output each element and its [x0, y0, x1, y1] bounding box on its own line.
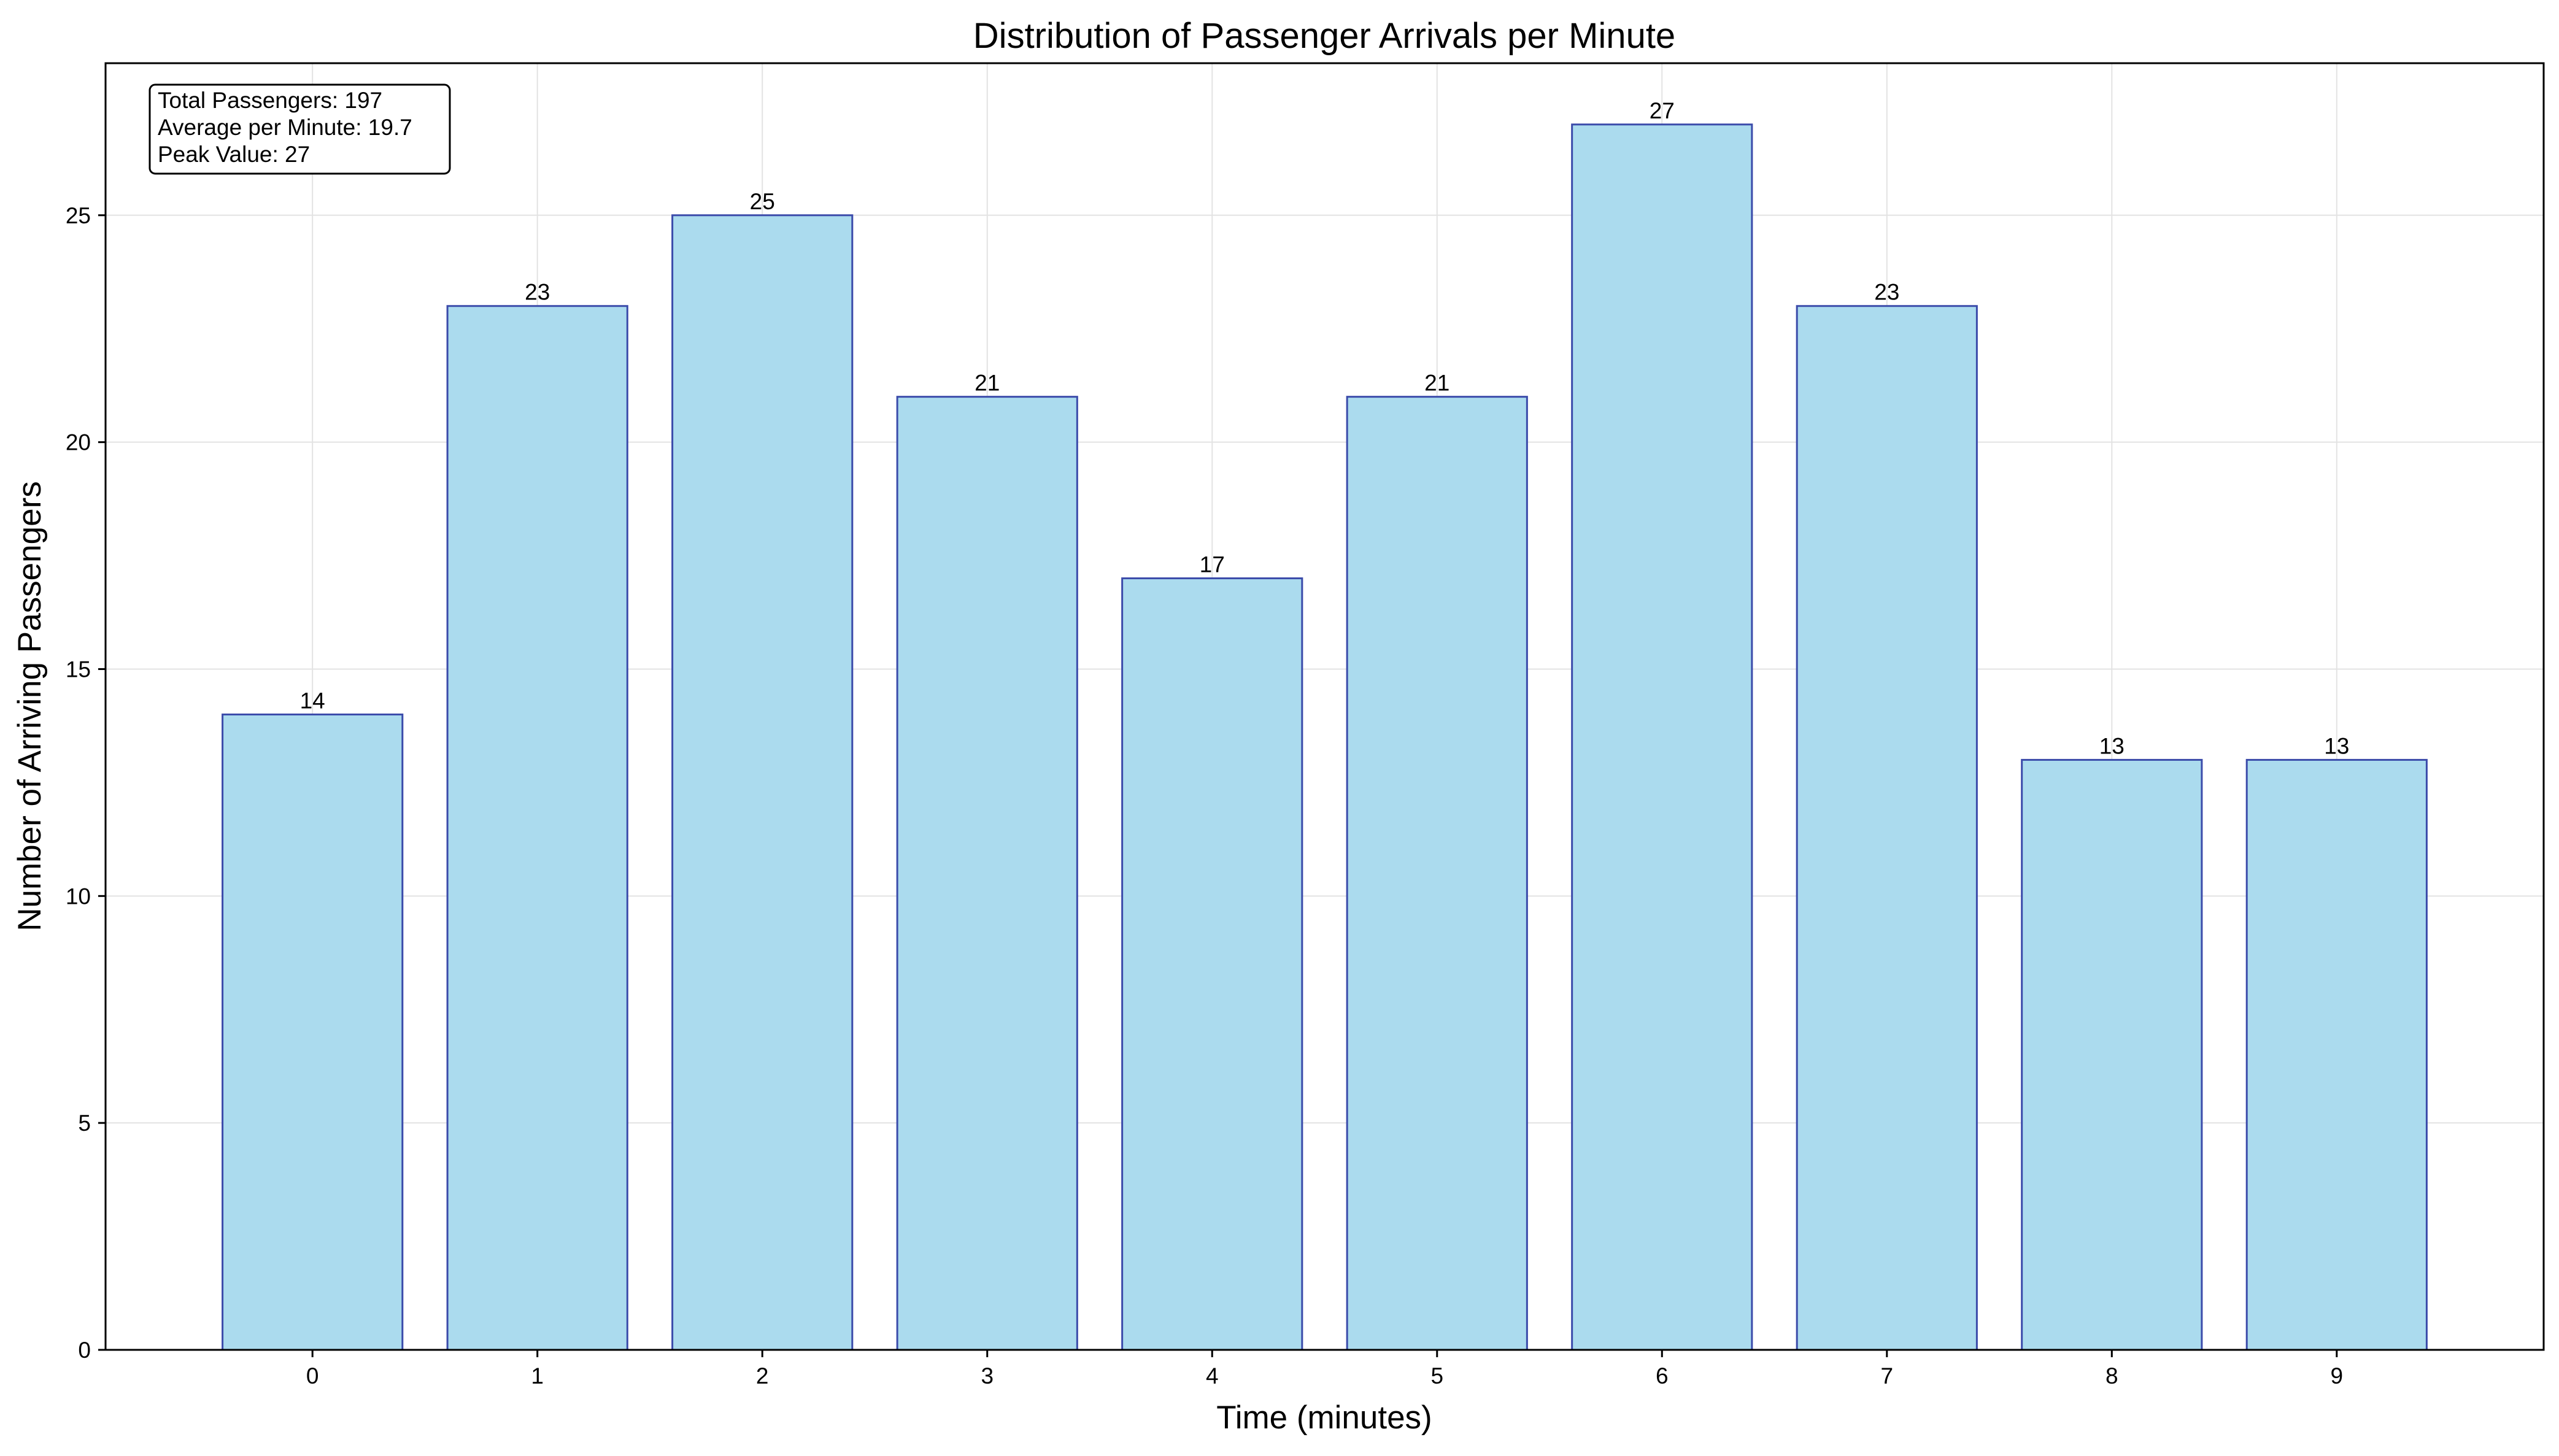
y-tick-label: 5 [78, 1111, 91, 1136]
y-tick-label: 10 [66, 884, 91, 909]
chart-title: Distribution of Passenger Arrivals per M… [973, 16, 1675, 56]
bar-value-label: 13 [2324, 733, 2349, 758]
x-tick-label: 5 [1430, 1363, 1443, 1389]
bars [222, 123, 2428, 1351]
bar-minute-3 [896, 396, 1078, 1351]
bar-value-label: 21 [975, 371, 1000, 396]
bar-value-label: 23 [525, 280, 550, 305]
y-tick-label: 0 [78, 1338, 91, 1363]
bar-value-label: 14 [300, 688, 325, 713]
bar-minute-2 [671, 214, 854, 1351]
bar-value-label: 13 [2099, 733, 2125, 758]
bar-minute-0 [222, 713, 404, 1351]
bar-minute-1 [446, 305, 628, 1351]
x-tick-label: 3 [981, 1363, 994, 1389]
bar-minute-8 [2021, 758, 2203, 1351]
stats-box: Total Passengers: 197 Average per Minute… [149, 83, 451, 175]
y-tick-label: 25 [66, 203, 91, 228]
stats-average-per-minute: Average per Minute: 19.7 [158, 115, 412, 140]
bar-minute-7 [1796, 305, 1978, 1351]
bar-minute-4 [1121, 577, 1303, 1351]
bar-value-labels: 14 23 25 21 17 21 27 23 13 13 [300, 98, 2350, 759]
stats-peak-value: Peak Value: 27 [158, 142, 310, 167]
bar-minute-6 [1571, 123, 1753, 1351]
x-tick-label: 0 [306, 1363, 319, 1389]
x-tick-label: 7 [1880, 1363, 1893, 1389]
bar-value-label: 23 [1874, 280, 1899, 305]
x-tick-label: 9 [2331, 1363, 2344, 1389]
bar-minute-5 [1346, 396, 1528, 1351]
y-tick-label: 20 [66, 430, 91, 455]
bar-minute-9 [2245, 758, 2428, 1351]
y-axis-label: Number of Arriving Passengers [12, 481, 48, 931]
x-tick-label: 1 [531, 1363, 544, 1389]
plot-frame [104, 62, 2545, 1351]
y-tick-label: 15 [66, 657, 91, 682]
x-tick-label: 2 [756, 1363, 769, 1389]
stats-total-passengers: Total Passengers: 197 [158, 88, 382, 113]
x-tick-label: 4 [1206, 1363, 1219, 1389]
stats-box-frame [149, 83, 451, 175]
bar-value-label: 21 [1424, 371, 1449, 396]
bar-value-label: 27 [1650, 98, 1675, 123]
bar-value-label: 25 [750, 189, 775, 214]
x-tick-label: 8 [2105, 1363, 2118, 1389]
x-axis-label: Time (minutes) [1216, 1400, 1432, 1436]
x-tick-label: 6 [1656, 1363, 1669, 1389]
bar-value-label: 17 [1200, 552, 1225, 577]
